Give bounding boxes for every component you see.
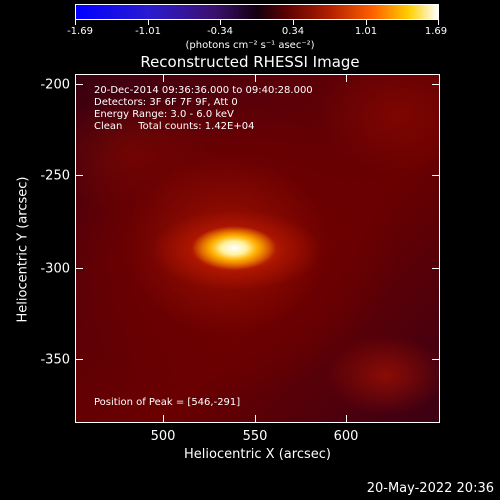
y-tick (75, 268, 83, 269)
colorbar-tick (220, 20, 221, 25)
colorbar-label: 1.69 (424, 26, 448, 37)
rhessi-image: 20-Dec-2014 09:36:36.000 to 09:40:28.000… (75, 74, 440, 423)
y-tick-label: -250 (40, 168, 70, 184)
x-tick-label: 600 (333, 429, 359, 444)
x-tick (346, 415, 347, 423)
y-tick (432, 84, 440, 85)
colorbar (75, 4, 439, 20)
y-tick (75, 359, 83, 360)
x-tick (346, 74, 347, 82)
colorbar-label: 1.01 (354, 26, 378, 37)
y-tick (432, 359, 440, 360)
colorbar-tick (366, 20, 367, 25)
x-tick (255, 415, 256, 423)
colorbar-tick (438, 20, 439, 25)
colorbar-units: (photons cm⁻² s⁻¹ asec⁻²) (185, 40, 315, 51)
x-tick (163, 74, 164, 82)
colorbar-tick (293, 20, 294, 25)
x-axis-title: Heliocentric X (arcsec) (184, 447, 331, 462)
colorbar-label: -1.69 (67, 26, 93, 37)
footer-date: 20-May-2022 20:36 (366, 481, 494, 496)
x-tick-label: 550 (242, 429, 268, 444)
image-title: Reconstructed RHESSI Image (140, 53, 360, 71)
info-time-range: 20-Dec-2014 09:36:36.000 to 09:40:28.000 (94, 85, 313, 96)
colorbar-tick (75, 20, 76, 25)
x-tick (163, 415, 164, 423)
colorbar-label: 0.34 (281, 26, 305, 37)
x-tick (255, 74, 256, 82)
colorbar-tick (148, 20, 149, 25)
y-tick-label: -300 (40, 261, 70, 277)
y-tick (432, 175, 440, 176)
info-detectors: Detectors: 3F 6F 7F 9F, Att 0 (94, 97, 238, 108)
y-tick (75, 84, 83, 85)
y-tick (75, 175, 83, 176)
info-energy-range: Energy Range: 3.0 - 6.0 keV (94, 109, 234, 120)
y-tick-label: -200 (40, 77, 70, 93)
x-tick-label: 500 (150, 429, 176, 444)
y-tick (432, 268, 440, 269)
info-clean-counts: Clean Total counts: 1.42E+04 (94, 121, 255, 132)
info-peak-position: Position of Peak = [546,-291] (94, 397, 241, 408)
y-axis-title: Heliocentric Y (arcsec) (15, 176, 31, 323)
colorbar-label: -0.34 (207, 26, 233, 37)
y-tick-label: -350 (40, 352, 70, 368)
colorbar-label: -1.01 (135, 26, 161, 37)
